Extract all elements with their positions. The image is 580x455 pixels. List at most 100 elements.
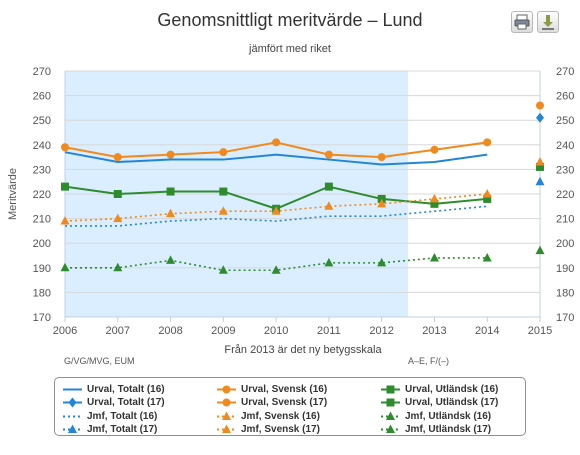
point-urval-svensk-16 bbox=[113, 153, 122, 162]
legend-label: Jmf, Totalt (16) bbox=[87, 411, 158, 422]
print-icon bbox=[514, 14, 530, 30]
point-urval-utländsk-16 bbox=[430, 199, 439, 208]
point-jmf-utländsk-16 bbox=[429, 252, 439, 262]
point-jmf-svensk-16 bbox=[324, 201, 334, 210]
series-line-jmf-utländsk-16 bbox=[65, 257, 488, 272]
point-urval-svensk-16 bbox=[219, 148, 228, 157]
point-jmf-svensk-16 bbox=[113, 213, 123, 223]
point-jmf-utländsk-16 bbox=[166, 255, 176, 264]
point-urval-utländsk-16 bbox=[61, 182, 69, 191]
y-tick-label: 200 bbox=[33, 238, 51, 250]
point-jmf-svensk-16 bbox=[482, 189, 492, 198]
chart-title: Genomsnittligt meritvärde – Lund bbox=[157, 10, 422, 30]
legend-label: Urval, Svensk (17) bbox=[241, 397, 328, 408]
legend-symbol bbox=[63, 388, 82, 391]
x-tick-label: 2008 bbox=[158, 325, 182, 337]
y-tick-label: 180 bbox=[33, 287, 51, 299]
point-urval-svensk-16 bbox=[166, 150, 175, 159]
legend-label: Urval, Utländsk (16) bbox=[405, 384, 499, 395]
legend-symbol bbox=[217, 411, 236, 420]
download-icon bbox=[542, 15, 554, 30]
legend-symbol bbox=[217, 385, 236, 394]
y-tick-label: 210 bbox=[33, 214, 51, 226]
x-tick-label: 2013 bbox=[422, 325, 446, 337]
point-jmf-utländsk-16 bbox=[377, 257, 387, 267]
point-urval-svensk-16 bbox=[483, 138, 492, 147]
y-tick-label: 240 bbox=[33, 140, 51, 152]
series-line-jmf-totalt-16 bbox=[65, 205, 488, 227]
legend-label: Jmf, Totalt (17) bbox=[87, 424, 158, 435]
point-jmf-svensk-16 bbox=[377, 198, 387, 208]
y-tick-label-right: 220 bbox=[556, 189, 574, 201]
x-tick-label: 2014 bbox=[475, 325, 499, 337]
y-tick-label: 250 bbox=[33, 115, 51, 127]
point-jmf-svensk-17 bbox=[535, 157, 545, 166]
chart-subtitle: jämfört med riket bbox=[248, 43, 331, 55]
download-button[interactable] bbox=[537, 11, 559, 33]
point-jmf-utländsk-16 bbox=[218, 265, 228, 274]
annotation-left: G/VG/MVG, EUM bbox=[64, 356, 135, 366]
y-tick-label-right: 230 bbox=[556, 164, 574, 176]
y-tick-label: 230 bbox=[33, 164, 51, 176]
y-tick-label-right: 260 bbox=[556, 91, 574, 103]
y-tick-label-right: 200 bbox=[556, 238, 574, 250]
point-jmf-svensk-16 bbox=[166, 208, 176, 218]
x-tick-label: 2010 bbox=[264, 325, 288, 337]
point-urval-svensk-16 bbox=[324, 150, 333, 159]
point-urval-utländsk-16 bbox=[483, 194, 492, 203]
point-urval-utländsk-16 bbox=[324, 182, 333, 191]
y-tick-label-right: 180 bbox=[556, 287, 574, 299]
legend-label: Urval, Utländsk (17) bbox=[405, 397, 499, 408]
point-urval-utländsk-16 bbox=[219, 187, 228, 196]
legend-symbol bbox=[381, 424, 400, 433]
x-axis-label: Från 2013 är det ny betygsskala bbox=[224, 344, 382, 356]
point-jmf-utländsk-16 bbox=[113, 262, 123, 272]
y-tick-label: 220 bbox=[33, 189, 51, 201]
legend-label: Urval, Svensk (16) bbox=[241, 384, 328, 395]
point-jmf-svensk-16 bbox=[218, 206, 228, 215]
legend-symbol bbox=[217, 398, 236, 407]
legend-symbol bbox=[217, 424, 236, 433]
legend-symbol bbox=[63, 397, 82, 408]
legend-symbol bbox=[381, 385, 400, 394]
legend-label: Jmf, Utländsk (17) bbox=[405, 424, 492, 435]
x-tick-label: 2011 bbox=[317, 325, 341, 337]
x-tick-label: 2006 bbox=[53, 325, 77, 337]
point-urval-svensk-16 bbox=[272, 138, 281, 147]
y-tick-label-right: 270 bbox=[556, 66, 574, 78]
point-urval-utländsk-17 bbox=[536, 162, 544, 171]
y-tick-label-right: 190 bbox=[556, 263, 574, 275]
y-axis-label: Meritvärde bbox=[7, 168, 19, 220]
x-tick-label: 2012 bbox=[369, 325, 393, 337]
point-urval-totalt-17 bbox=[536, 112, 544, 123]
legend-label: Jmf, Svensk (16) bbox=[241, 411, 320, 422]
y-tick-label: 270 bbox=[33, 66, 51, 78]
point-urval-utländsk-16 bbox=[113, 190, 122, 198]
point-jmf-svensk-16 bbox=[271, 206, 281, 215]
y-tick-label-right: 240 bbox=[556, 140, 574, 152]
x-tick-label: 2007 bbox=[106, 325, 130, 337]
point-jmf-utländsk-16 bbox=[324, 257, 334, 267]
point-jmf-svensk-16 bbox=[429, 193, 439, 203]
legend-symbol bbox=[63, 415, 82, 418]
y-tick-label: 170 bbox=[33, 312, 51, 324]
legend: Urval, Totalt (16) Urval, Svensk (16) Urva… bbox=[54, 377, 526, 436]
y-tick-label-right: 250 bbox=[556, 115, 574, 127]
legend-symbol bbox=[381, 411, 400, 420]
y-tick-label-right: 210 bbox=[556, 214, 574, 226]
x-tick-label: 2015 bbox=[528, 325, 552, 337]
print-button[interactable] bbox=[511, 11, 533, 33]
point-jmf-svensk-16 bbox=[60, 216, 70, 225]
point-jmf-utländsk-17 bbox=[535, 245, 545, 255]
legend-label: Jmf, Utländsk (16) bbox=[405, 411, 492, 422]
y-tick-label: 260 bbox=[33, 91, 51, 103]
annotation-right: A–E, F/(–) bbox=[408, 356, 449, 366]
point-urval-svensk-16 bbox=[430, 145, 439, 154]
point-urval-svensk-16 bbox=[377, 153, 386, 162]
legend-symbol bbox=[381, 398, 400, 407]
legend-label: Urval, Totalt (17) bbox=[87, 397, 165, 408]
point-jmf-utländsk-16 bbox=[482, 252, 492, 262]
point-jmf-utländsk-16 bbox=[60, 262, 70, 272]
legend-label: Urval, Totalt (16) bbox=[87, 384, 165, 395]
